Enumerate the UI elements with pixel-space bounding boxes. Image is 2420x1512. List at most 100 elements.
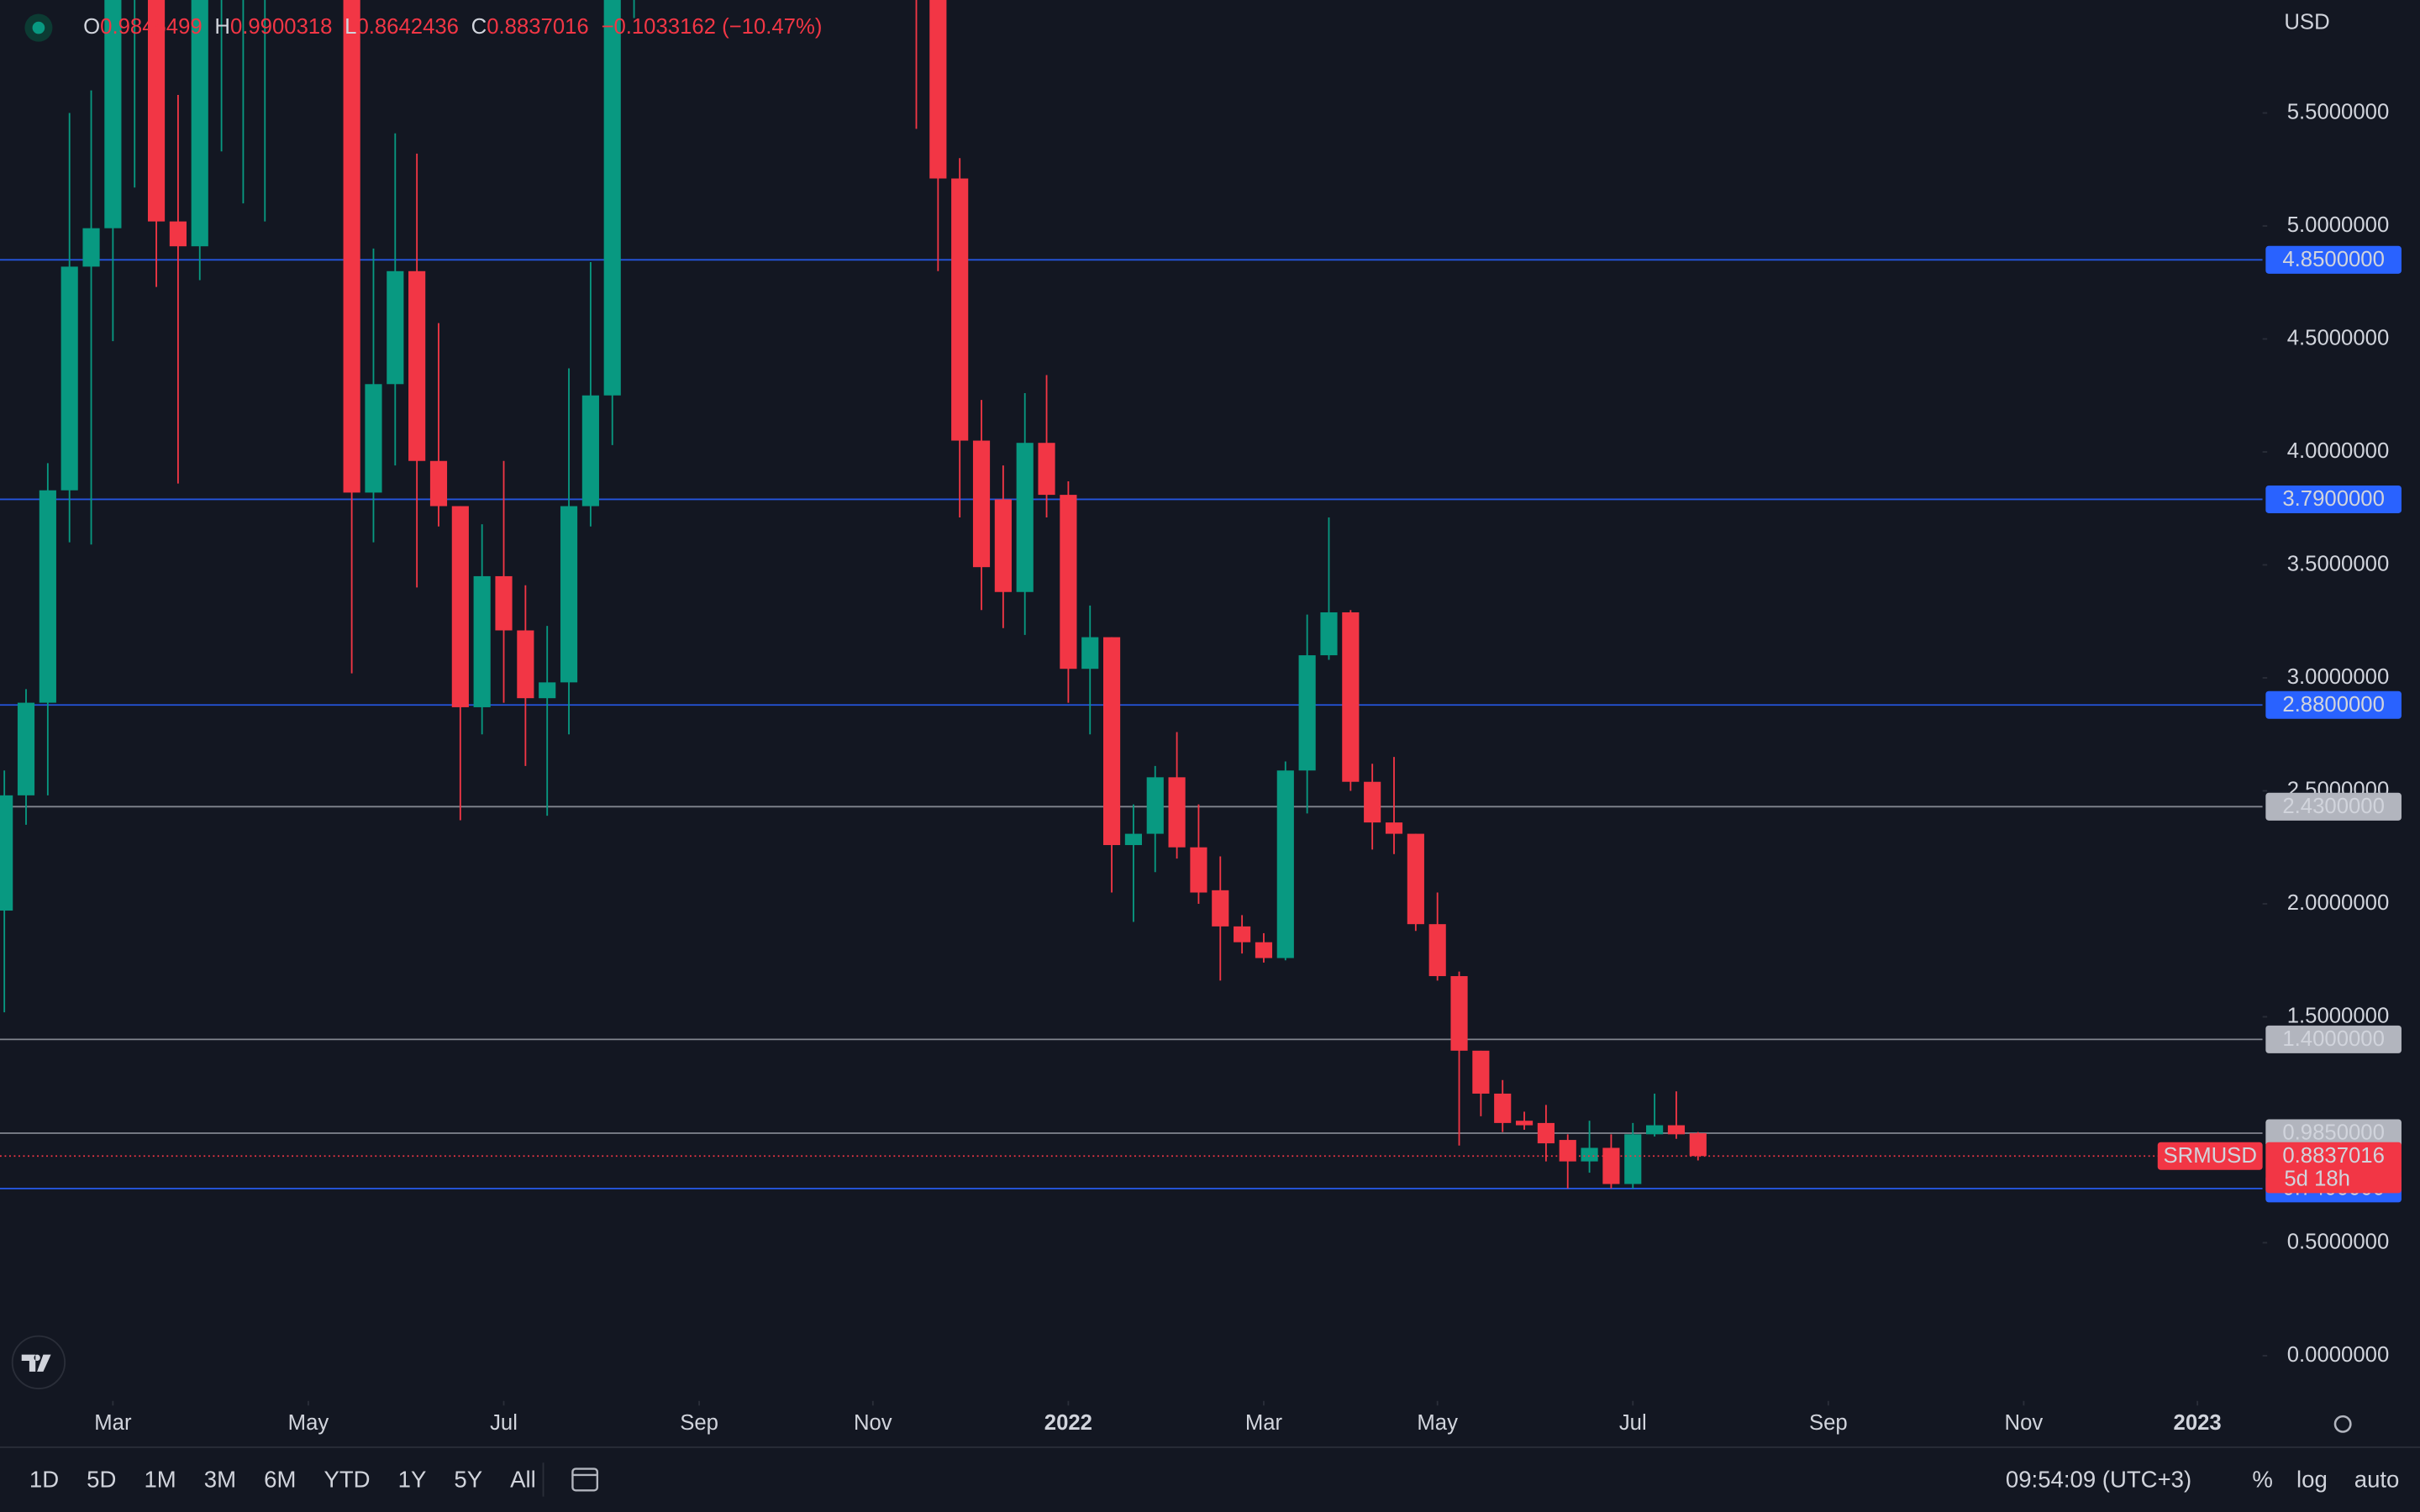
candle-body (1038, 443, 1055, 496)
candle-body (1298, 655, 1316, 771)
y-tick-label: 2.0000000 (2287, 891, 2390, 915)
candle-body (1428, 924, 1446, 977)
level-label: 0.9850000 (2282, 1121, 2385, 1145)
candle-body (994, 499, 1012, 592)
range-button[interactable]: 1Y (398, 1467, 427, 1493)
change-value: −0.1033162 (−10.47%) (601, 15, 822, 39)
candle-body (451, 506, 469, 707)
candle-body (1016, 443, 1034, 592)
currency-label[interactable]: USD (2284, 10, 2329, 34)
candle-body (387, 270, 404, 385)
candle-body (82, 228, 100, 267)
x-tick-label: 2022 (1044, 1411, 1092, 1435)
option-button[interactable]: log (2296, 1467, 2328, 1493)
x-tick-label: Mar (1245, 1411, 1283, 1435)
symbol-label: SRMUSD (2164, 1144, 2257, 1168)
candle-body (17, 702, 35, 795)
candle-body (1624, 1134, 1642, 1184)
plot-area (0, 0, 2263, 1189)
candle-body (1407, 833, 1424, 925)
candle-body (343, 0, 360, 493)
range-button[interactable]: 5D (87, 1467, 116, 1493)
range-button[interactable]: 5Y (454, 1467, 482, 1493)
y-tick-label: 3.0000000 (2287, 665, 2390, 689)
ohlc-value: 0.8837016 (487, 15, 589, 39)
range-button[interactable]: 3M (204, 1467, 236, 1493)
candle-body (1060, 495, 1077, 669)
candle-body (1667, 1125, 1686, 1135)
x-tick-label: Jul (490, 1411, 518, 1435)
candle-body (1212, 890, 1229, 927)
candle-body (1234, 926, 1251, 942)
countdown-label: 5d 18h (2284, 1168, 2350, 1191)
candle-body (1646, 1125, 1664, 1135)
y-tick-label: 4.0000000 (2287, 439, 2390, 463)
option-button[interactable]: % (2252, 1467, 2273, 1493)
candle-body (147, 0, 166, 222)
x-tick-label: May (288, 1411, 329, 1435)
candle-body (1494, 1093, 1512, 1123)
candle-body (1124, 833, 1142, 846)
y-tick-label: 3.5000000 (2287, 552, 2390, 575)
status-dot (32, 21, 45, 34)
range-button[interactable]: 1D (29, 1467, 59, 1493)
x-tick-label: Sep (1809, 1411, 1848, 1435)
candle-body (1168, 777, 1186, 848)
range-button[interactable]: All (510, 1467, 536, 1493)
range-button[interactable]: 1M (144, 1467, 176, 1493)
level-label: 4.8500000 (2282, 248, 2385, 271)
candle-body (581, 395, 599, 507)
candle-body (517, 630, 534, 699)
ohlc-value: 0.8642436 (356, 15, 459, 39)
level-label: 1.4000000 (2282, 1027, 2385, 1051)
candle-body (1581, 1147, 1598, 1162)
candle-body (0, 795, 13, 911)
level-label-box (2265, 1025, 2402, 1053)
candle-body (1255, 942, 1273, 958)
ohlc-key: H (214, 15, 230, 39)
tv-logo[interactable] (11, 1335, 66, 1389)
candle-body (429, 460, 448, 507)
ohlc-value: 0.9900318 (230, 15, 333, 39)
candle-body (408, 270, 426, 461)
y-tick-label: 4.5000000 (2287, 326, 2390, 349)
level-label: 3.7900000 (2282, 487, 2385, 511)
candle-body (1146, 777, 1164, 834)
candle-body (1537, 1122, 1555, 1144)
x-tick-label: Nov (2005, 1411, 2044, 1435)
candle-body (1102, 637, 1121, 846)
x-tick-label: May (1417, 1411, 1458, 1435)
candle-body (60, 266, 78, 491)
date-range-icon[interactable] (571, 1467, 599, 1492)
level-label-box (2265, 485, 2402, 514)
candle-body (191, 0, 208, 247)
candle-body (1276, 770, 1294, 958)
range-button[interactable]: YTD (324, 1467, 370, 1493)
candle-body (951, 178, 969, 441)
level-label-box (2265, 1119, 2402, 1147)
range-button[interactable]: 6M (264, 1467, 296, 1493)
candle-body (1320, 612, 1338, 656)
x-tick-label: Jul (1619, 1411, 1647, 1435)
settings-icon[interactable] (2333, 1415, 2352, 1433)
candle-body (495, 575, 513, 631)
candle-body (169, 221, 187, 247)
level-label-box (2265, 792, 2402, 821)
clock: 09:54:09 (UTC+3) (2006, 1467, 2191, 1493)
last-price-box (2265, 1142, 2402, 1194)
x-tick-label: Mar (94, 1411, 132, 1435)
candle-body (929, 0, 947, 179)
y-tick-label: 5.0000000 (2287, 213, 2390, 237)
candle-body (104, 0, 122, 228)
level-label-box (2265, 690, 2402, 719)
ohlc-key: L (345, 15, 356, 39)
candle-body (1450, 976, 1468, 1051)
candle-body (39, 490, 56, 703)
option-button[interactable]: auto (2354, 1467, 2400, 1493)
candle-body (1602, 1147, 1620, 1184)
candle-body (972, 440, 991, 568)
candle-body (1081, 637, 1099, 669)
y-tick-label: 5.5000000 (2287, 100, 2390, 123)
